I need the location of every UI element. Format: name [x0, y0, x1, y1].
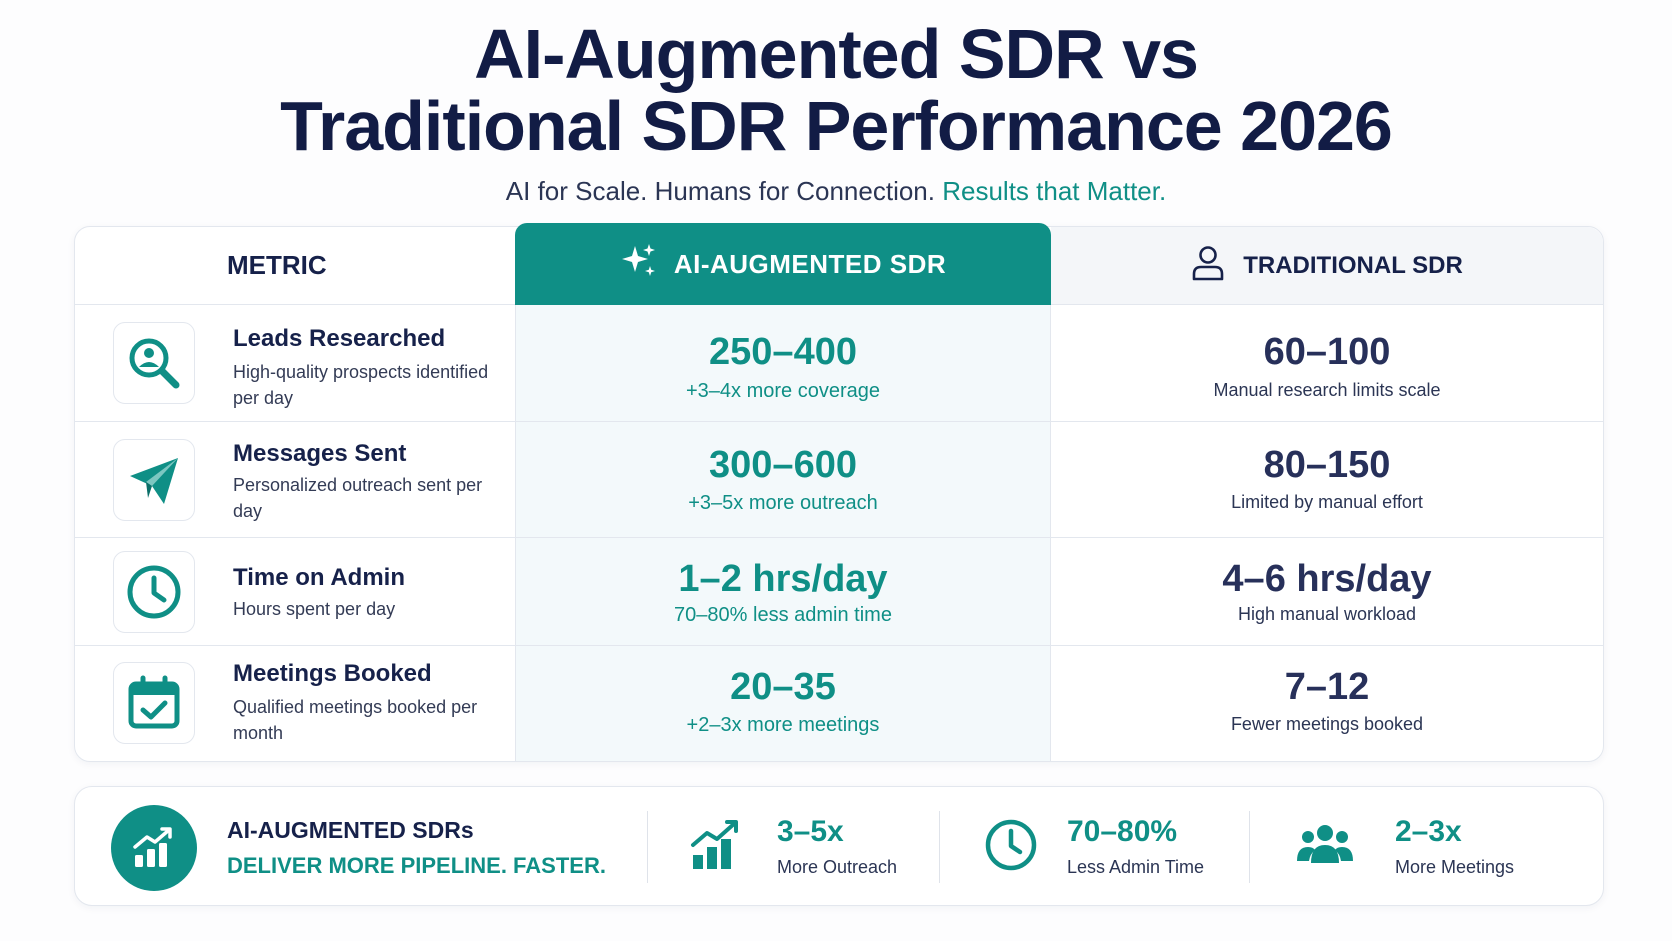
bar-chart-up-icon: [687, 815, 747, 875]
sparkle-icon: [620, 242, 658, 287]
ai-note: +3–5x more outreach: [688, 492, 878, 514]
person-icon: [1191, 245, 1225, 288]
summary-footer: AI-AUGMENTED SDRs DELIVER MORE PIPELINE.…: [74, 786, 1604, 906]
footer-tagline: DELIVER MORE PIPELINE. FASTER.: [227, 853, 606, 878]
ai-note: +2–3x more meetings: [686, 714, 880, 736]
ai-value: 250–400: [709, 331, 857, 373]
search-person-icon: [113, 322, 195, 404]
page-subtitle: AI for Scale. Humans for Connection. Res…: [0, 176, 1672, 207]
stat-label: Less Admin Time: [1067, 857, 1205, 877]
header-traditional: TRADITIONAL SDR: [1051, 227, 1603, 305]
metric-description: Personalized outreach sent per day: [233, 475, 483, 521]
clock-icon: [113, 551, 195, 633]
table-row: Leads Researched High-quality prospects …: [75, 305, 1603, 422]
paper-plane-icon: [113, 439, 195, 521]
traditional-note: Limited by manual effort: [1231, 492, 1423, 512]
stat-value: 70–80%: [1067, 815, 1178, 848]
header-metric: METRIC: [75, 227, 515, 305]
comparison-table: METRIC AI-AUGMENTED SDR TRADITIONAL SDR: [74, 223, 1604, 763]
traditional-value: 4–6 hrs/day: [1222, 558, 1432, 600]
calendar-check-icon: [113, 662, 195, 744]
stat-value: 3–5x: [777, 815, 844, 848]
traditional-header-background: [1051, 227, 1603, 305]
ai-note: +3–4x more coverage: [685, 380, 880, 402]
metric-description: High-quality prospects identified per da…: [233, 362, 489, 408]
table-row: Messages Sent Personalized outreach sent…: [75, 422, 1603, 538]
header-traditional-label: TRADITIONAL SDR: [1243, 252, 1463, 279]
header-ai-label: AI-AUGMENTED SDR: [673, 248, 947, 279]
metric-description: Hours spent per day: [233, 599, 396, 619]
traditional-note: Fewer meetings booked: [1230, 714, 1424, 734]
page-title: AI-Augmented SDR vs Traditional SDR Perf…: [0, 18, 1672, 162]
divider: [1249, 811, 1250, 883]
title-line-1: AI-Augmented SDR vs: [474, 15, 1199, 93]
ai-value: 20–35: [730, 666, 836, 708]
people-group-icon: [1295, 815, 1355, 875]
traditional-note: Manual research limits scale: [1213, 380, 1441, 400]
subtitle-accent: Results that Matter.: [942, 176, 1167, 206]
stat-label: More Outreach: [777, 857, 898, 877]
divider: [939, 811, 940, 883]
metric-title: Leads Researched: [233, 325, 446, 352]
clock-icon: [981, 815, 1041, 875]
title-line-2: Traditional SDR Performance 2026: [280, 87, 1393, 165]
traditional-note: High manual workload: [1237, 604, 1417, 624]
traditional-value: 7–12: [1284, 666, 1370, 708]
ai-value: 300–600: [709, 444, 857, 486]
subtitle-main: AI for Scale. Humans for Connection.: [505, 176, 935, 206]
footer-headline: AI-AUGMENTED SDRs: [227, 817, 474, 843]
ai-value: 1–2 hrs/day: [678, 558, 888, 600]
stat-value: 2–3x: [1395, 815, 1462, 848]
metric-description: Qualified meetings booked per month: [233, 697, 478, 743]
table-row: Meetings Booked Qualified meetings booke…: [75, 646, 1603, 763]
divider: [647, 811, 648, 883]
stat-label: More Meetings: [1395, 857, 1515, 877]
table-row: Time on Admin Hours spent per day 1–2 hr…: [75, 538, 1603, 646]
bar-chart-badge-icon: [111, 805, 197, 891]
metric-title: Meetings Booked: [233, 660, 432, 687]
ai-note: 70–80% less admin time: [674, 604, 892, 626]
metric-title: Messages Sent: [233, 440, 407, 467]
header-ai-augmented: AI-AUGMENTED SDR: [515, 223, 1051, 305]
ai-column-background: [515, 305, 1051, 761]
metric-title: Time on Admin: [233, 564, 406, 591]
traditional-value: 60–100: [1263, 331, 1391, 373]
traditional-value: 80–150: [1263, 444, 1391, 486]
